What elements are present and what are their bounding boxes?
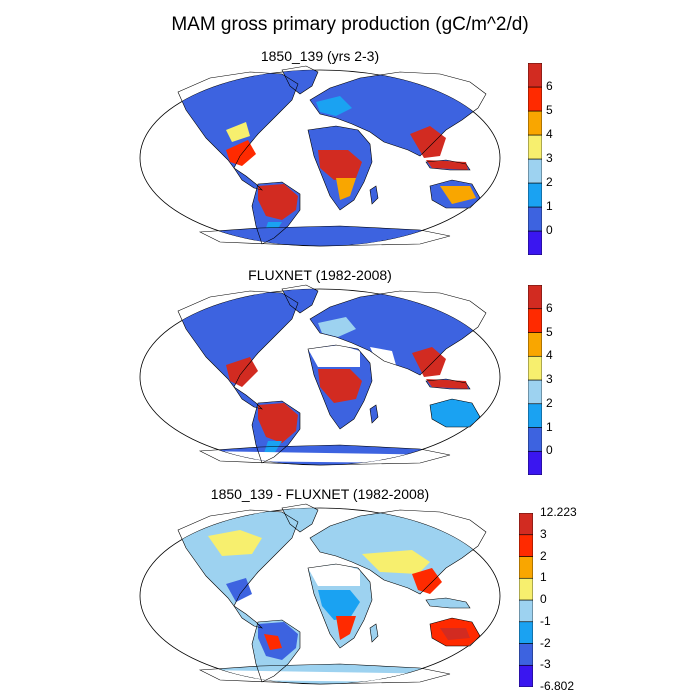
colorbar-swatch [527,427,543,452]
map-model [139,65,501,247]
colorbar-tick-label: 0 [540,592,547,606]
colorbar-swatch [518,556,534,579]
colorbar-swatch [527,403,543,428]
colorbar-tick-label: -2 [540,635,551,650]
colorbar-swatch [518,621,534,644]
colorbar-swatch [518,534,534,557]
colorbar-tick-label: -1 [540,613,551,628]
colorbar-swatch [527,182,543,208]
colorbar-tick-label: 3 [546,151,553,165]
colorbar-swatch [518,512,534,536]
colorbar-swatch [527,450,543,476]
panel-title-model: 1850_139 (yrs 2-3) [260,48,380,64]
map-diff [139,503,501,685]
colorbar-swatch [527,206,543,232]
colorbar-swatch [527,110,543,136]
colorbar-tick-label: 6 [546,300,553,315]
colorbar-swatch [527,355,543,381]
colorbar-swatch [527,332,543,357]
colorbar-tick-label: -3 [540,657,551,672]
colorbar-swatch [527,62,543,88]
colorbar-tick-label: 3 [546,372,553,386]
colorbar-tick-label: 4 [546,127,553,141]
colorbar-swatch [527,284,543,310]
colorbar-tick-label: 0 [546,223,553,237]
colorbar-swatch [527,86,543,112]
colorbar-tick-label: 5 [546,324,553,339]
colorbar-tick-label: 2 [540,548,547,563]
map-obs [139,284,501,466]
colorbar-tick-label: 2 [546,175,553,189]
colorbar-tick-label: 4 [546,348,553,363]
colorbar-tick-label: 2 [546,395,553,410]
colorbar-swatch [527,134,543,160]
colorbar-tick-label: 1 [540,570,547,585]
colorbar-swatch [518,577,534,601]
colorbar-diff [518,512,534,688]
colorbar-swatch [518,664,534,688]
colorbar-swatch [518,599,534,623]
colorbar-obs [527,284,543,476]
colorbar-swatch [527,158,543,184]
colorbar-tick-label: -6.802 [540,679,575,693]
colorbar-tick-label: 5 [546,103,553,117]
colorbar-swatch [527,308,543,333]
panel-title-diff: 1850_139 - FLUXNET (1982-2008) [210,486,430,502]
colorbar-swatch [527,230,543,256]
colorbar-tick-label: 12.223 [540,505,577,519]
panel-title-obs: FLUXNET (1982-2008) [248,267,392,283]
figure-title: MAM gross primary production (gC/m^2/d) [171,14,529,35]
colorbar-tick-label: 0 [546,443,553,458]
colorbar-tick-label: 6 [546,79,553,93]
colorbar-swatch [518,643,534,666]
colorbar-tick-label: 1 [546,199,553,213]
colorbar-tick-label: 3 [540,526,547,541]
colorbar-model [527,62,543,256]
colorbar-tick-label: 1 [546,419,553,434]
colorbar-swatch [527,379,543,405]
